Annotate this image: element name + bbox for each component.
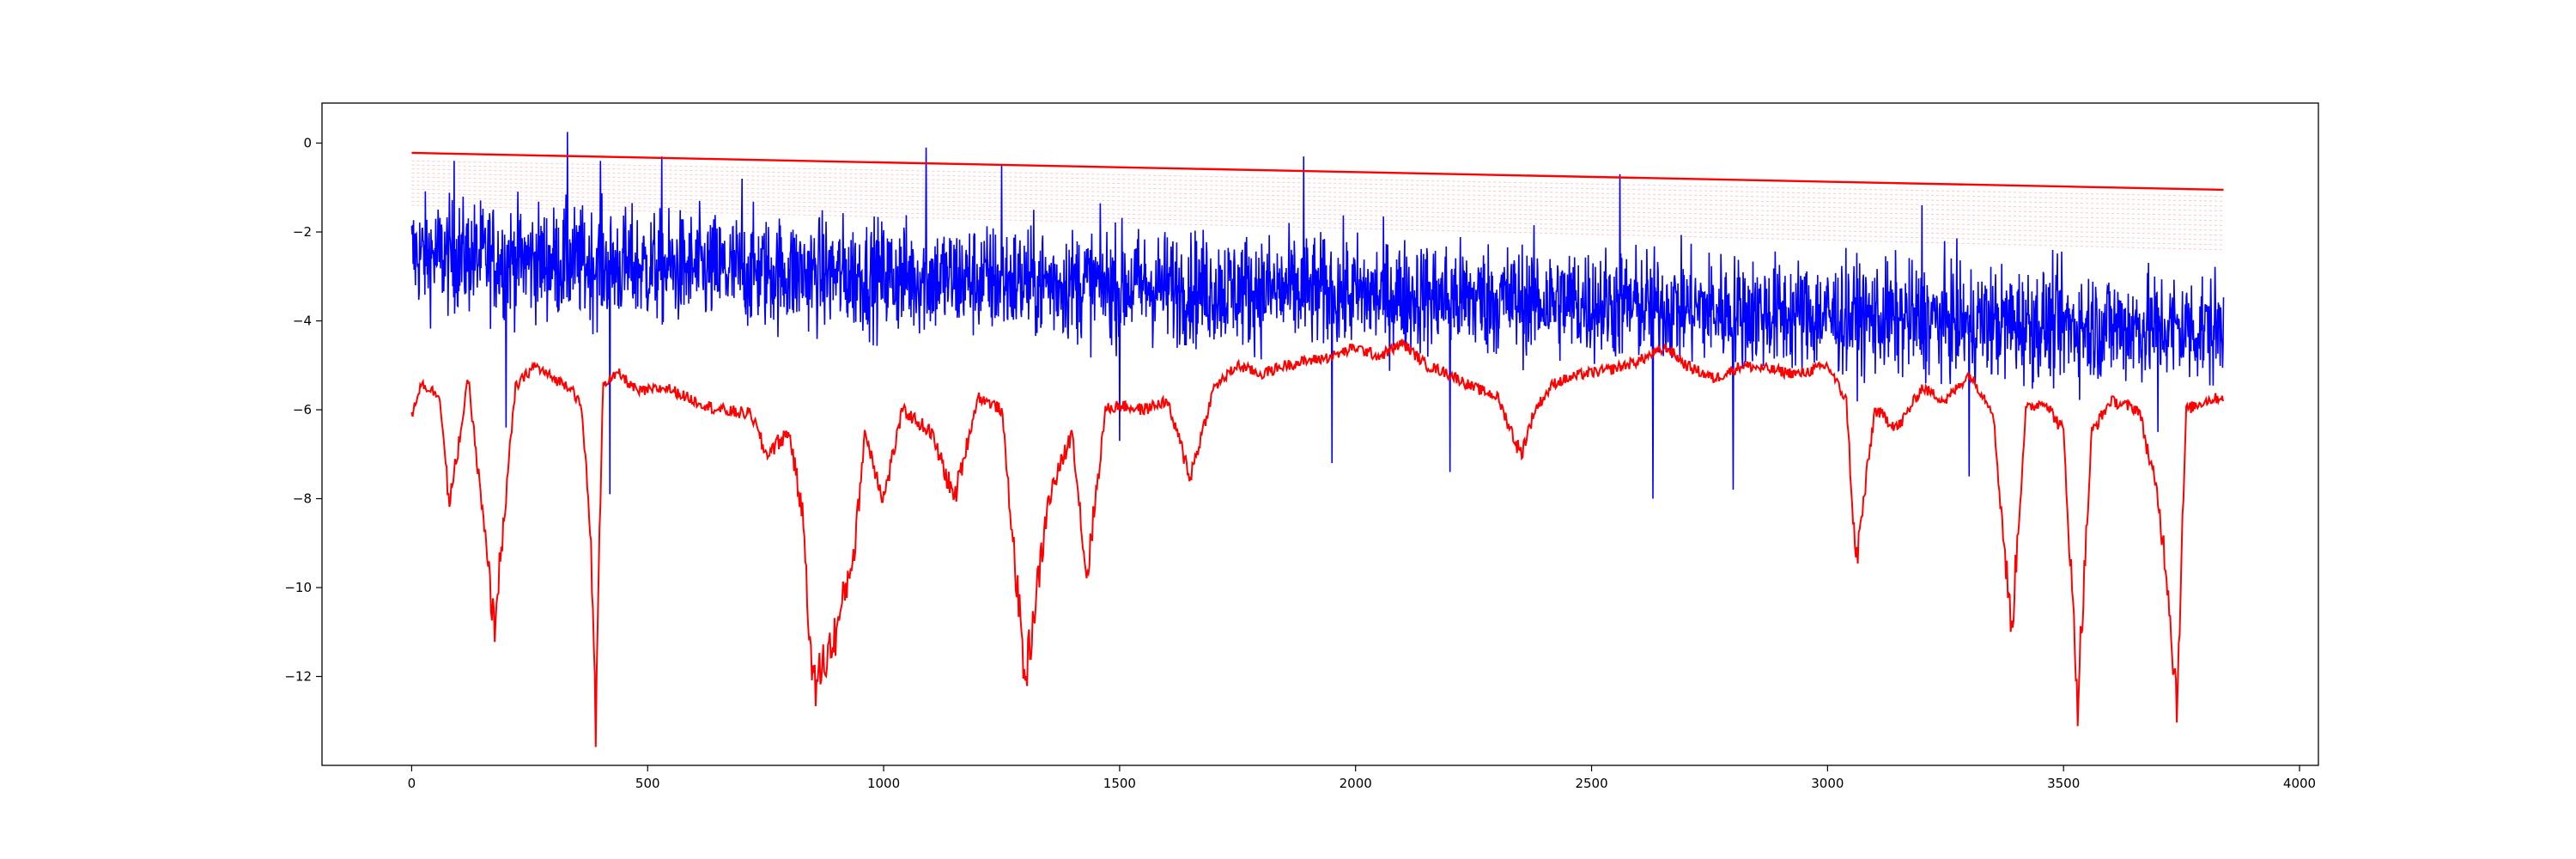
envelope-line: [411, 164, 2224, 202]
y-tick-label: −10: [284, 580, 312, 595]
y-tick-label: −12: [284, 669, 312, 685]
x-tick-label: 1000: [867, 776, 900, 791]
envelope-line: [411, 168, 2224, 207]
y-axis: 0 −2 −4 −6 −8 −10 −12: [284, 136, 322, 685]
plot-area-frame: [321, 102, 2319, 766]
y-tick-label: −6: [293, 402, 312, 417]
x-tick-label: 2000: [1340, 776, 1372, 791]
y-tick-label: −8: [293, 491, 312, 507]
x-tick-label: 3000: [1811, 776, 1844, 791]
x-axis: 0 500 1000 1500 2000 2500 3000 3500 4000: [408, 765, 2316, 791]
x-tick-label: 2500: [1575, 776, 1607, 791]
x-tick-label: 0: [408, 776, 416, 791]
series-red-upper-line: [411, 151, 2224, 192]
y-tick-label: −2: [293, 224, 312, 240]
x-tick-label: 500: [635, 776, 660, 791]
x-tick-label: 1500: [1103, 776, 1136, 791]
series-red-lower-line: [410, 338, 2224, 747]
x-tick-label: 4000: [2283, 776, 2316, 791]
series-lines: [410, 131, 2225, 747]
y-tick-label: −4: [293, 314, 312, 329]
series-blue-line: [410, 131, 2225, 499]
y-tick-label: 0: [303, 136, 312, 151]
x-tick-label: 3500: [2047, 776, 2080, 791]
envelope-line: [411, 160, 2224, 198]
envelope-line: [411, 172, 2224, 212]
